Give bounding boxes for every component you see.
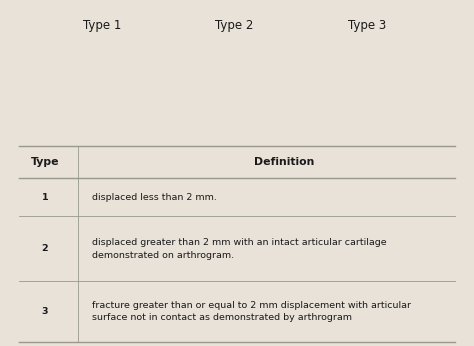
Text: 1: 1 <box>42 193 48 202</box>
Text: Type: Type <box>31 157 59 167</box>
Text: Type 3: Type 3 <box>348 19 386 32</box>
Text: 3: 3 <box>42 307 48 316</box>
Text: displaced greater than 2 mm with an intact articular cartilage
demonstrated on a: displaced greater than 2 mm with an inta… <box>92 238 387 260</box>
Text: 2: 2 <box>42 244 48 253</box>
Text: Type 1: Type 1 <box>83 19 121 32</box>
Text: displaced less than 2 mm.: displaced less than 2 mm. <box>92 193 217 202</box>
Text: fracture greater than or equal to 2 mm displacement with articular
surface not i: fracture greater than or equal to 2 mm d… <box>92 301 411 322</box>
Text: Type 2: Type 2 <box>216 19 254 32</box>
Text: Definition: Definition <box>254 157 315 167</box>
